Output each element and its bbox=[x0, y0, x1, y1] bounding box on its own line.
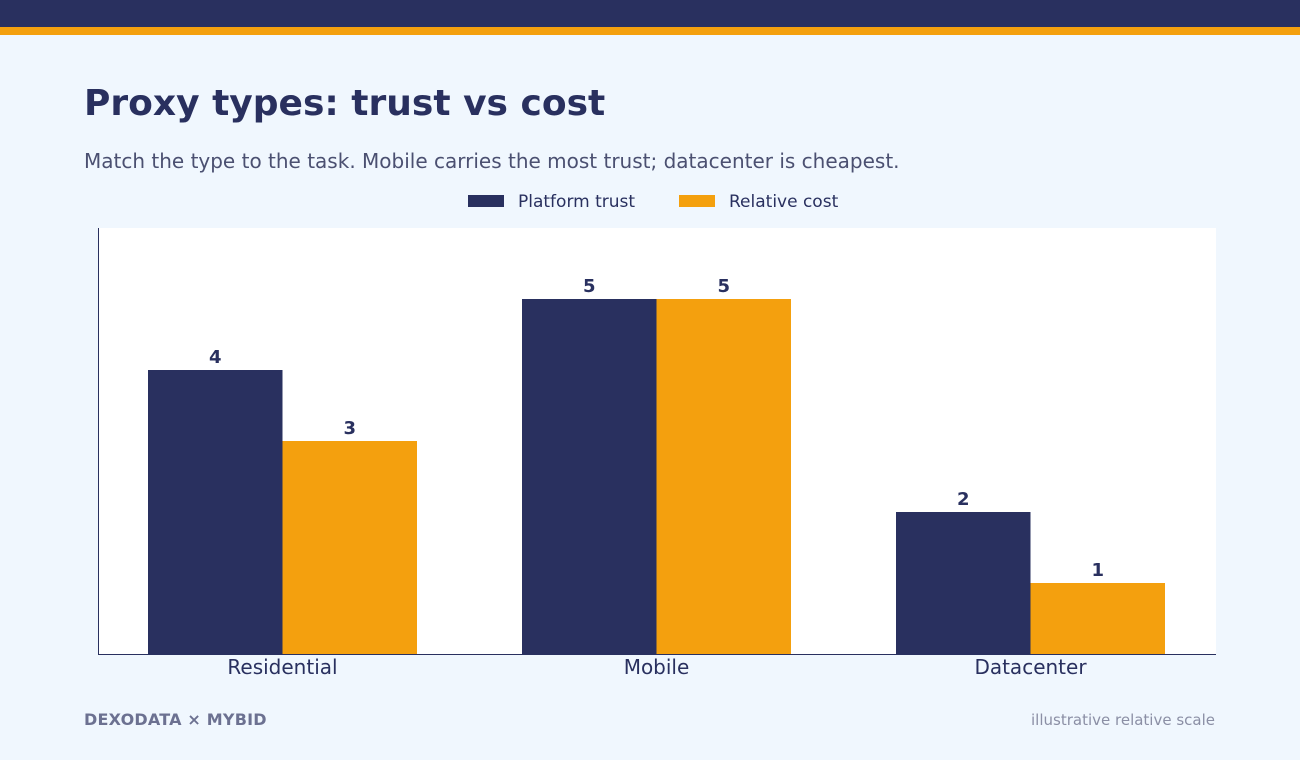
x-tick-label-datacenter: Datacenter bbox=[974, 655, 1087, 679]
legend-swatch-platform-trust bbox=[468, 195, 504, 207]
legend-label-relative-cost: Relative cost bbox=[729, 192, 839, 212]
data-label-datacenter-platform-trust: 2 bbox=[957, 489, 970, 510]
legend-label-platform-trust: Platform trust bbox=[518, 192, 635, 212]
x-tick-label-mobile: Mobile bbox=[624, 655, 690, 679]
bar-datacenter-relative-cost bbox=[1030, 583, 1165, 654]
data-label-mobile-platform-trust: 5 bbox=[583, 276, 596, 297]
bar-chart: Platform trust Relative cost 4 3 Residential… bbox=[98, 192, 1216, 679]
bar-mobile-platform-trust bbox=[522, 299, 657, 654]
page-subtitle: Match the type to the task. Mobile carri… bbox=[84, 149, 900, 173]
bar-residential-platform-trust bbox=[148, 370, 283, 654]
data-label-mobile-relative-cost: 5 bbox=[717, 276, 730, 297]
bar-datacenter-platform-trust bbox=[896, 512, 1031, 654]
accent-stripe bbox=[0, 27, 1300, 35]
page-title: Proxy types: trust vs cost bbox=[84, 83, 606, 124]
footer-brand: DEXODATA × MYBID bbox=[84, 710, 267, 729]
data-label-datacenter-relative-cost: 1 bbox=[1091, 560, 1104, 581]
x-tick-label-residential: Residential bbox=[227, 655, 337, 679]
bar-residential-relative-cost bbox=[282, 441, 417, 654]
bar-mobile-relative-cost bbox=[656, 299, 791, 654]
data-label-residential-platform-trust: 4 bbox=[209, 347, 222, 368]
data-label-residential-relative-cost: 3 bbox=[343, 418, 356, 439]
top-banner bbox=[0, 0, 1300, 27]
legend-swatch-relative-cost bbox=[679, 195, 715, 207]
footer-note: illustrative relative scale bbox=[1031, 711, 1215, 729]
